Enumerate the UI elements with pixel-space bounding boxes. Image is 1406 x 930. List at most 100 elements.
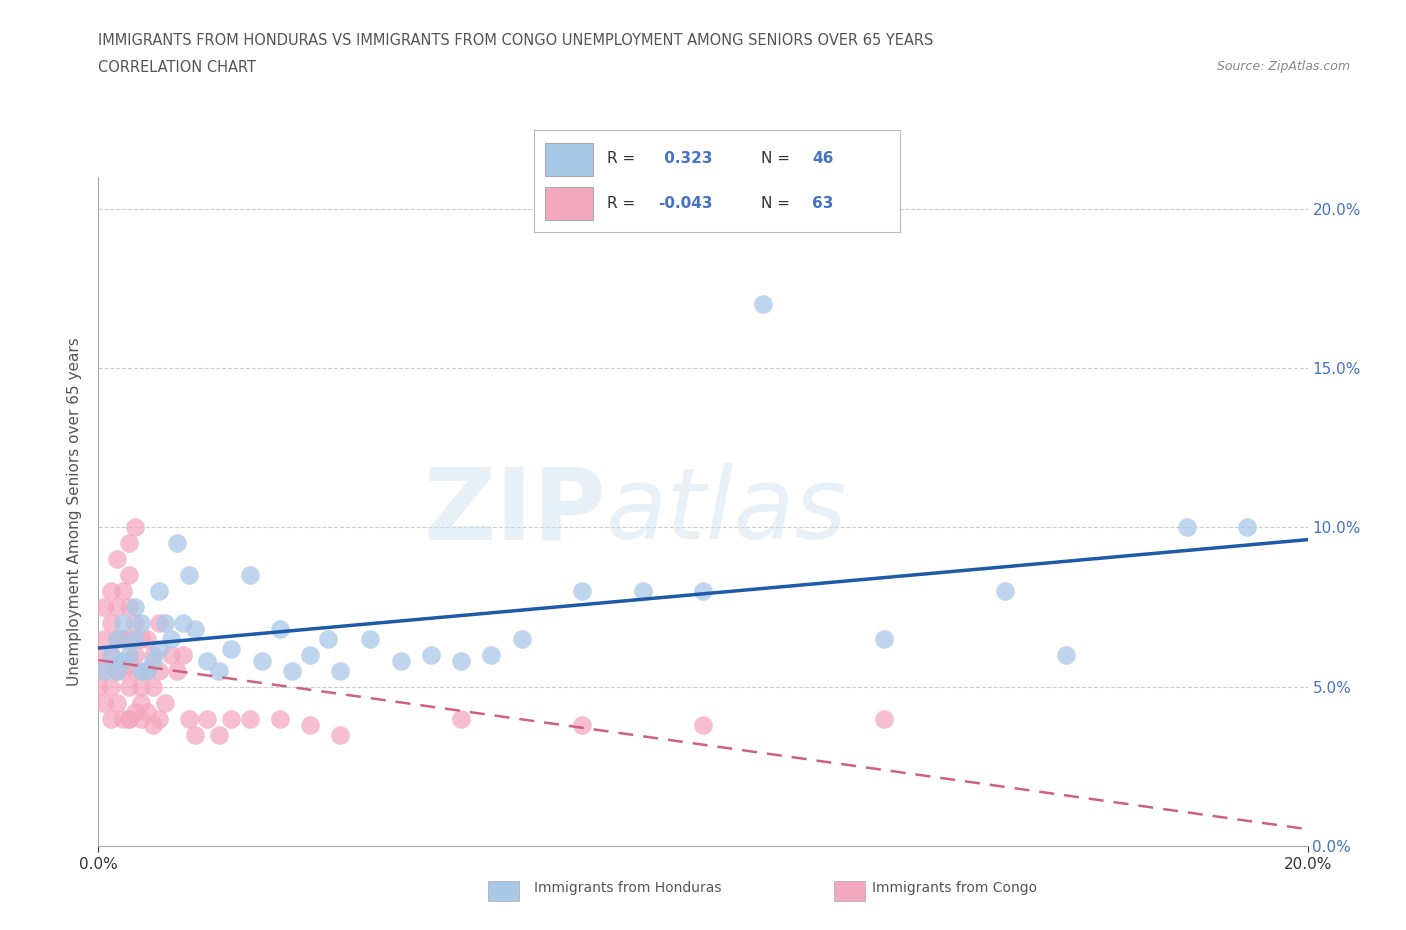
Point [160, 647, 183, 662]
Point [118, 654, 141, 669]
Point [124, 631, 146, 646]
Point [105, 696, 128, 711]
Point [142, 680, 165, 695]
Point [631, 584, 654, 599]
Point [87, 647, 110, 662]
Point [148, 584, 170, 599]
Point [93, 600, 115, 615]
Point [142, 647, 165, 662]
Point [118, 600, 141, 615]
Point [184, 622, 207, 637]
Point [166, 536, 188, 551]
Point [148, 641, 170, 656]
Point [239, 568, 262, 583]
Point [172, 647, 194, 662]
Point [111, 584, 134, 599]
Text: Immigrants from Honduras: Immigrants from Honduras [534, 881, 721, 896]
Point [250, 654, 273, 669]
Text: 0.323: 0.323 [658, 152, 711, 166]
Point [994, 584, 1017, 599]
Point [153, 616, 176, 631]
Point [124, 600, 146, 615]
Point [124, 663, 146, 678]
Point [118, 568, 141, 583]
Point [1236, 520, 1258, 535]
Text: R =: R = [607, 196, 641, 211]
Point [316, 631, 339, 646]
Text: R =: R = [607, 152, 641, 166]
Point [179, 711, 201, 726]
FancyBboxPatch shape [546, 143, 593, 177]
Point [450, 654, 472, 669]
Point [118, 711, 141, 726]
Point [873, 711, 896, 726]
Point [195, 711, 218, 726]
Point [93, 631, 115, 646]
Point [360, 631, 382, 646]
Text: 46: 46 [813, 152, 834, 166]
Point [105, 631, 128, 646]
Point [172, 616, 194, 631]
Point [221, 711, 243, 726]
Point [111, 711, 134, 726]
Point [124, 520, 146, 535]
Text: Source: ZipAtlas.com: Source: ZipAtlas.com [1216, 60, 1350, 73]
Text: ZIP: ZIP [423, 463, 606, 560]
Point [124, 616, 146, 631]
Point [692, 584, 714, 599]
FancyBboxPatch shape [546, 188, 593, 220]
Point [100, 647, 122, 662]
Point [118, 536, 141, 551]
Point [100, 711, 122, 726]
Point [105, 551, 128, 566]
Point [221, 641, 243, 656]
Point [208, 727, 231, 742]
Point [135, 663, 157, 678]
Point [510, 631, 533, 646]
Point [105, 663, 128, 678]
Text: atlas: atlas [606, 463, 848, 560]
Point [118, 680, 141, 695]
Y-axis label: Unemployment Among Seniors over 65 years: Unemployment Among Seniors over 65 years [67, 338, 83, 686]
Point [87, 680, 110, 695]
Point [389, 654, 412, 669]
Point [135, 663, 157, 678]
Point [269, 711, 291, 726]
Point [111, 654, 134, 669]
Point [118, 711, 141, 726]
Text: CORRELATION CHART: CORRELATION CHART [98, 60, 256, 75]
Point [129, 680, 152, 695]
Point [148, 711, 170, 726]
Point [135, 631, 157, 646]
Point [195, 654, 218, 669]
Point [100, 647, 122, 662]
Point [281, 663, 304, 678]
Text: Immigrants from Congo: Immigrants from Congo [872, 881, 1036, 896]
Point [329, 727, 352, 742]
Point [329, 663, 352, 678]
Point [148, 663, 170, 678]
Point [481, 647, 503, 662]
Point [124, 705, 146, 720]
Text: IMMIGRANTS FROM HONDURAS VS IMMIGRANTS FROM CONGO UNEMPLOYMENT AMONG SENIORS OVE: IMMIGRANTS FROM HONDURAS VS IMMIGRANTS F… [98, 33, 934, 47]
Point [111, 663, 134, 678]
Point [142, 654, 165, 669]
Point [111, 616, 134, 631]
Point [142, 718, 165, 733]
Point [873, 631, 896, 646]
Point [299, 718, 322, 733]
Point [111, 631, 134, 646]
Point [124, 647, 146, 662]
Point [692, 718, 714, 733]
Text: N =: N = [761, 196, 794, 211]
Point [179, 568, 201, 583]
Point [129, 616, 152, 631]
Text: -0.043: -0.043 [658, 196, 713, 211]
Point [100, 616, 122, 631]
Point [571, 584, 593, 599]
Point [100, 584, 122, 599]
Point [1054, 647, 1077, 662]
Point [118, 631, 141, 646]
Point [239, 711, 262, 726]
Point [93, 663, 115, 678]
